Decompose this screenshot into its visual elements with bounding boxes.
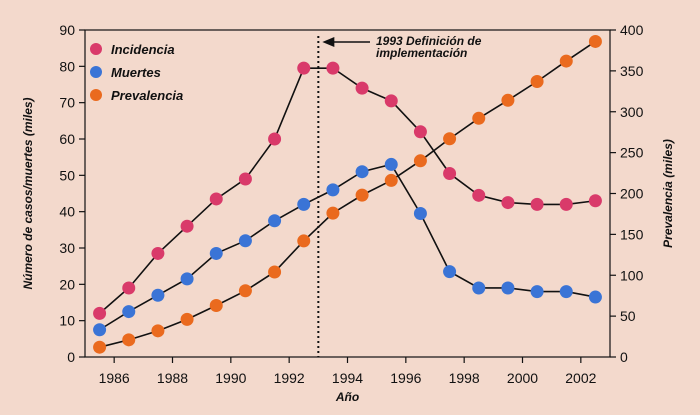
y2-axis-title: Prevalencia (miles) xyxy=(661,139,675,248)
legend-marker-incidencia xyxy=(90,43,102,55)
data-point-prevalencia xyxy=(151,324,165,338)
x-tick-label: 1998 xyxy=(449,370,480,386)
legend-label-incidencia: Incidencia xyxy=(111,42,175,57)
data-point-prevalencia xyxy=(209,298,223,312)
data-point-prevalencia xyxy=(122,333,136,347)
y2-tick-label: 150 xyxy=(620,226,644,242)
data-point-prevalencia xyxy=(443,132,457,146)
data-point-muertes xyxy=(122,305,136,319)
data-point-muertes xyxy=(355,165,369,179)
data-point-incidencia xyxy=(268,132,282,146)
data-point-incidencia xyxy=(384,94,398,108)
y2-tick-label: 0 xyxy=(620,349,628,365)
data-point-incidencia xyxy=(559,197,573,211)
data-point-incidencia xyxy=(122,281,136,295)
data-point-prevalencia xyxy=(326,206,340,220)
data-point-muertes xyxy=(93,323,107,337)
y-tick-label: 60 xyxy=(59,131,75,147)
y-tick-label: 30 xyxy=(59,240,75,256)
legend-label-muertes: Muertes xyxy=(111,65,161,80)
data-point-muertes xyxy=(413,206,427,220)
y2-tick-label: 50 xyxy=(620,308,636,324)
data-point-incidencia xyxy=(501,196,515,210)
data-point-muertes xyxy=(472,281,486,295)
data-point-prevalencia xyxy=(501,93,515,107)
y2-tick-label: 300 xyxy=(620,104,644,120)
data-point-muertes xyxy=(297,197,311,211)
data-point-muertes xyxy=(559,285,573,299)
data-point-incidencia xyxy=(238,172,252,186)
y-tick-label: 40 xyxy=(59,204,75,220)
y-axis-title: Número de casos/muertes (miles) xyxy=(21,97,35,289)
data-point-incidencia xyxy=(355,81,369,95)
data-point-prevalencia xyxy=(413,154,427,168)
data-point-incidencia xyxy=(472,188,486,202)
x-tick-label: 1994 xyxy=(332,370,363,386)
y-tick-label: 0 xyxy=(67,349,75,365)
series-points xyxy=(93,34,602,354)
annotation-text-line1: 1993 Definición de xyxy=(376,34,482,48)
data-point-prevalencia xyxy=(297,234,311,248)
y2-tick-label: 400 xyxy=(620,22,644,38)
data-point-muertes xyxy=(530,285,544,299)
data-point-incidencia xyxy=(588,194,602,208)
legend-marker-muertes xyxy=(90,66,102,78)
legend-label-prevalencia: Prevalencia xyxy=(111,88,183,103)
y-tick-label: 80 xyxy=(59,58,75,74)
y-tick-label: 50 xyxy=(59,167,75,183)
x-tick-label: 1986 xyxy=(99,370,130,386)
y2-tick-label: 250 xyxy=(620,145,644,161)
data-point-incidencia xyxy=(326,61,340,75)
legend-marker-prevalencia xyxy=(90,89,102,101)
data-point-prevalencia xyxy=(384,173,398,187)
data-point-prevalencia xyxy=(238,284,252,298)
data-point-prevalencia xyxy=(268,265,282,279)
data-point-incidencia xyxy=(530,197,544,211)
axis-ticks: 1986 1988 1990 1992 1994 1996 1998 2000 20020102… xyxy=(59,22,643,386)
x-tick-label: 2000 xyxy=(507,370,538,386)
y-tick-label: 70 xyxy=(59,95,75,111)
annotation-text-line2: implementación xyxy=(376,46,467,60)
annotation-arrowhead xyxy=(322,37,335,47)
data-point-incidencia xyxy=(443,167,457,181)
x-axis-title: Año xyxy=(335,390,359,404)
data-point-prevalencia xyxy=(180,312,194,326)
y-tick-label: 90 xyxy=(59,22,75,38)
x-tick-label: 1992 xyxy=(274,370,305,386)
data-point-incidencia xyxy=(209,192,223,206)
y-tick-label: 20 xyxy=(59,276,75,292)
x-tick-label: 2002 xyxy=(565,370,596,386)
data-point-incidencia xyxy=(151,246,165,260)
data-point-prevalencia xyxy=(530,75,544,89)
data-point-incidencia xyxy=(297,61,311,75)
data-point-muertes xyxy=(180,272,194,286)
data-point-muertes xyxy=(151,288,165,302)
data-point-prevalencia xyxy=(355,188,369,202)
y-tick-label: 10 xyxy=(59,313,75,329)
y2-tick-label: 350 xyxy=(620,63,644,79)
data-point-muertes xyxy=(501,281,515,295)
data-point-prevalencia xyxy=(559,54,573,68)
x-tick-label: 1988 xyxy=(157,370,188,386)
x-tick-label: 1996 xyxy=(390,370,421,386)
data-point-muertes xyxy=(384,157,398,171)
data-point-prevalencia xyxy=(93,340,107,354)
plot-area xyxy=(84,29,611,358)
data-point-muertes xyxy=(588,290,602,304)
y2-tick-label: 200 xyxy=(620,186,644,202)
data-point-incidencia xyxy=(180,219,194,233)
data-point-muertes xyxy=(326,183,340,197)
legend: Incidencia Muertes Prevalencia xyxy=(90,42,183,103)
data-point-incidencia xyxy=(93,306,107,320)
data-point-muertes xyxy=(209,246,223,260)
data-point-muertes xyxy=(268,214,282,228)
x-tick-label: 1990 xyxy=(215,370,246,386)
data-point-prevalencia xyxy=(588,34,602,48)
data-point-muertes xyxy=(238,234,252,248)
data-point-muertes xyxy=(443,265,457,279)
data-point-incidencia xyxy=(413,125,427,139)
y2-tick-label: 100 xyxy=(620,267,644,283)
data-point-prevalencia xyxy=(472,111,486,125)
